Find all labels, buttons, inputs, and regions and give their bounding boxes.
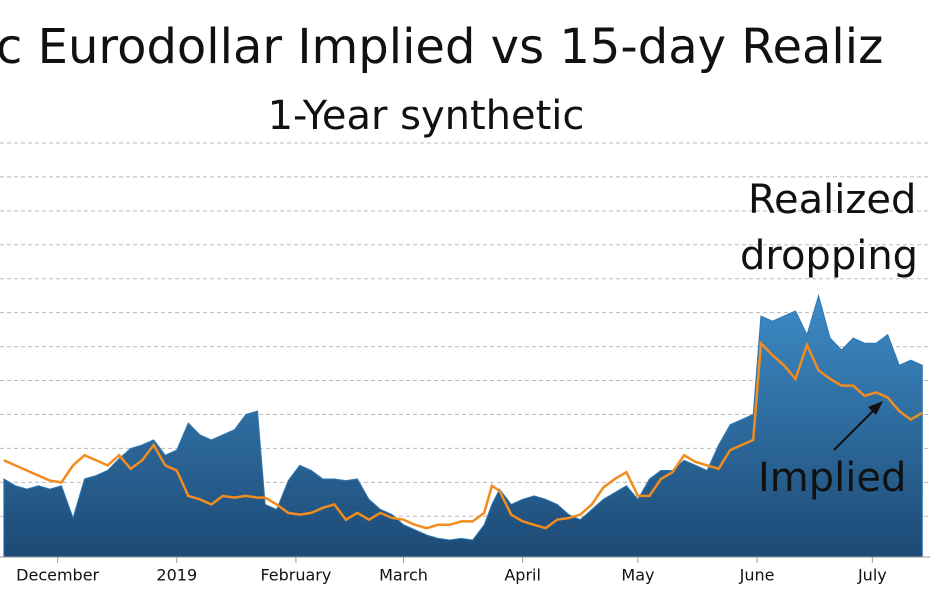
chart-subtitle: 1-Year synthetic: [268, 93, 585, 139]
arrow-head: [868, 401, 883, 415]
annotation: Realized: [748, 177, 916, 223]
annotation: dropping: [740, 233, 918, 279]
x-tick-label: June: [739, 566, 775, 585]
x-tick-label: 2019: [156, 566, 197, 585]
annotation-arrow: [833, 405, 879, 451]
line: [3, 340, 923, 530]
x-tick-label: February: [260, 566, 331, 585]
annotation: Implied: [758, 455, 906, 501]
chart-title: c Eurodollar Implied vs 15-day Realiz: [0, 19, 883, 75]
plot: [3, 293, 923, 558]
x-tick-label: March: [379, 566, 428, 585]
area: [3, 293, 923, 558]
x-tick-label: July: [857, 566, 887, 585]
x-tick-label: May: [621, 566, 654, 585]
x-tick-label: December: [16, 566, 99, 585]
x-tick-label: April: [504, 566, 541, 585]
